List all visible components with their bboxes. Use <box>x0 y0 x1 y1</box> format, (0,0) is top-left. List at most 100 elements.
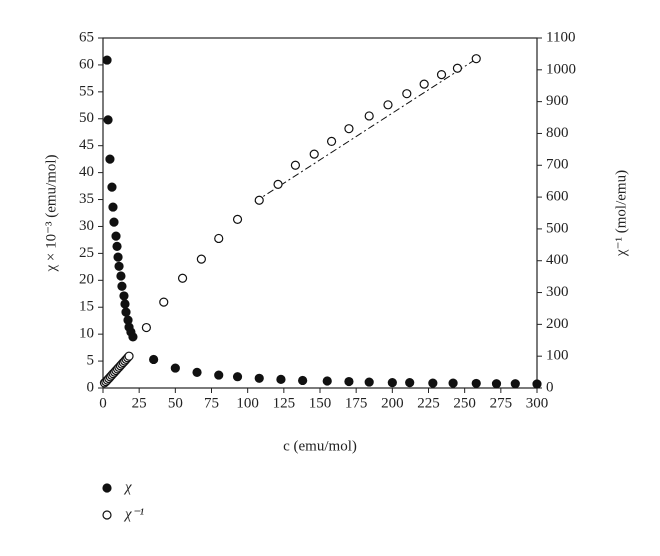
point <box>532 379 542 389</box>
point <box>344 124 354 134</box>
point <box>232 214 243 224</box>
y2-tick-label: 1000 <box>546 61 576 77</box>
point <box>276 374 286 384</box>
point <box>159 297 169 307</box>
point <box>107 182 117 192</box>
point <box>120 299 130 309</box>
y-tick-label: 25 <box>79 245 94 261</box>
y-tick-label: 55 <box>79 83 94 99</box>
y-axis-label: χ × 10⁻³ (emu/mol) <box>43 154 59 272</box>
y-tick-label: 10 <box>79 326 94 342</box>
point <box>402 89 412 99</box>
point <box>448 378 458 388</box>
point <box>436 69 447 80</box>
x-tick-label: 125 <box>273 395 296 411</box>
point <box>383 100 393 110</box>
point <box>387 378 397 388</box>
point <box>471 54 481 64</box>
fit-line <box>254 56 480 203</box>
y2-tick-label: 800 <box>546 125 569 141</box>
point <box>121 307 131 317</box>
point <box>298 375 308 386</box>
point <box>105 154 115 164</box>
point <box>254 373 264 383</box>
y-tick-label: 20 <box>79 272 94 288</box>
point <box>322 376 332 386</box>
point <box>114 261 124 271</box>
point <box>112 241 122 251</box>
x-tick-label: 300 <box>526 395 549 411</box>
y-tick-label: 5 <box>87 353 95 369</box>
y-tick-label: 0 <box>87 379 95 395</box>
y2-tick-label: 1100 <box>546 29 575 45</box>
point <box>170 363 180 373</box>
y-tick-label: 35 <box>79 191 94 207</box>
x-axis-label: c (emu/mol) <box>283 438 357 454</box>
x-tick-label: 25 <box>132 395 147 411</box>
point <box>405 378 415 388</box>
point <box>149 354 159 365</box>
point <box>510 379 520 389</box>
y2-tick-label: 600 <box>546 189 569 205</box>
point <box>309 149 319 159</box>
point <box>196 254 206 264</box>
y-tick-label: 50 <box>79 110 94 126</box>
point <box>273 179 283 189</box>
x-tick-label: 150 <box>309 395 332 411</box>
point <box>326 136 337 147</box>
point <box>141 322 151 333</box>
legend-label: χ <box>123 479 132 495</box>
point <box>177 273 188 283</box>
legend-marker <box>102 510 112 520</box>
point <box>109 217 119 227</box>
point <box>214 233 224 244</box>
y2-axis-label: χ⁻¹ (mol/emu) <box>613 170 629 257</box>
point <box>116 271 126 281</box>
x-tick-label: 75 <box>204 395 219 411</box>
point <box>128 332 138 342</box>
legend-marker <box>102 483 112 493</box>
y-tick-label: 65 <box>79 29 94 45</box>
point <box>471 378 481 389</box>
point <box>232 372 243 382</box>
plot-frame <box>102 37 538 389</box>
point <box>364 377 374 387</box>
y2-tick-label: 400 <box>546 252 569 268</box>
point <box>192 367 202 377</box>
point <box>108 202 118 212</box>
point <box>254 195 264 205</box>
point <box>103 115 113 125</box>
legend-label: χ⁻¹ <box>123 506 145 522</box>
x-tick-label: 275 <box>490 395 513 411</box>
point <box>491 379 502 389</box>
x-tick-label: 100 <box>236 395 259 411</box>
y-tick-label: 40 <box>79 164 94 180</box>
point <box>419 79 429 89</box>
x-tick-label: 225 <box>417 395 440 411</box>
y2-tick-label: 700 <box>546 157 569 173</box>
y-tick-label: 60 <box>79 56 94 72</box>
y-tick-label: 30 <box>79 218 94 234</box>
y2-tick-label: 900 <box>546 93 569 109</box>
point <box>119 291 129 301</box>
point <box>113 252 123 262</box>
point <box>117 281 127 291</box>
y-tick-label: 45 <box>79 137 94 153</box>
x-tick-label: 250 <box>453 395 476 411</box>
y2-tick-label: 300 <box>546 284 569 300</box>
x-tick-label: 200 <box>381 395 404 411</box>
y2-tick-label: 500 <box>546 220 569 236</box>
point <box>124 351 134 361</box>
x-tick-label: 175 <box>345 395 368 411</box>
point <box>214 370 224 380</box>
y2-tick-label: 200 <box>546 316 569 332</box>
y2-tick-label: 0 <box>546 379 554 395</box>
point <box>344 376 354 387</box>
point <box>452 63 463 73</box>
point <box>428 378 438 388</box>
point <box>364 111 374 121</box>
y2-tick-label: 100 <box>546 348 569 364</box>
x-tick-label: 0 <box>99 395 107 411</box>
x-tick-label: 50 <box>168 395 183 411</box>
point <box>102 55 112 65</box>
